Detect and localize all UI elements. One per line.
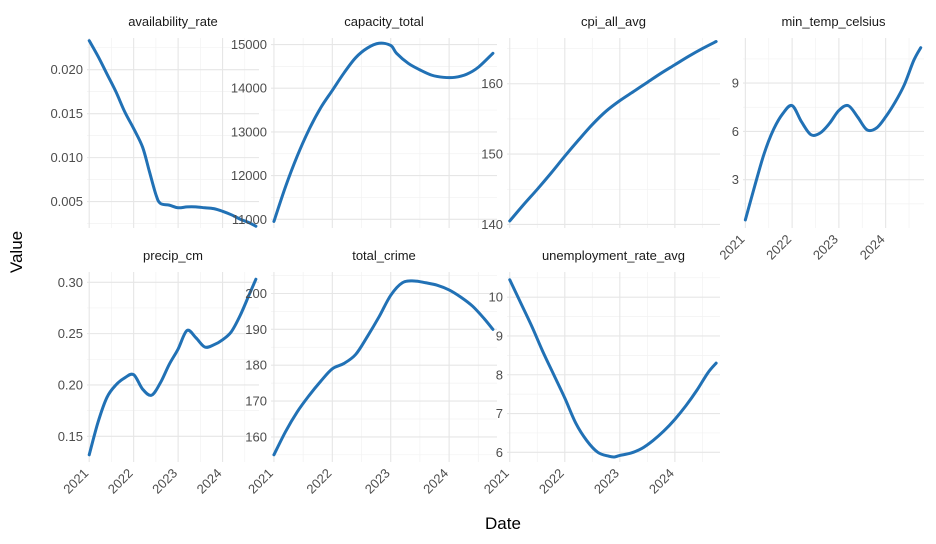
series-line-precip_cm: [87, 277, 258, 457]
x-tick-label: 2022: [303, 466, 334, 497]
x-tick-label: 2022: [536, 466, 567, 497]
x-tick-label: 2021: [716, 232, 747, 263]
series-line-total_crime: [272, 279, 495, 457]
chart-panels: 0.005 0.010 0.015 0.020 availability_rate 110…: [50, 14, 924, 497]
x-tick-label: 2023: [362, 466, 393, 497]
y-tick-label: 3: [732, 172, 739, 187]
y-tick-label: 10: [489, 290, 503, 305]
y-tick-label: 0.20: [58, 377, 83, 392]
x-tick-label: 2023: [810, 232, 841, 263]
facet-title: unemployment_rate_avg: [542, 248, 685, 263]
y-tick-label: 0.020: [50, 62, 83, 77]
series-line-unemployment_rate_avg: [508, 278, 718, 459]
y-tick-label: 8: [496, 367, 503, 382]
y-tick-label: 0.010: [50, 150, 83, 165]
y-tick-label: 0.15: [58, 429, 83, 444]
y-tick-label: 170: [245, 394, 267, 409]
y-tick-label: 12000: [231, 168, 267, 183]
x-tick-label: 2022: [763, 232, 794, 263]
y-tick-label: 9: [496, 328, 503, 343]
y-tick-label: 0.015: [50, 106, 83, 121]
series-line-capacity_total: [272, 41, 495, 223]
x-tick-label: 2024: [646, 466, 677, 497]
y-tick-label: 160: [245, 429, 267, 444]
y-tick-label: 0.30: [58, 275, 83, 290]
y-tick-label: 6: [732, 124, 739, 139]
y-tick-label: 15000: [231, 37, 267, 52]
x-tick-label: 2021: [245, 466, 276, 497]
x-tick-label: 2023: [149, 466, 180, 497]
panel-total_crime: 160 170 180 190 200 total_crime 2021 2022 2023 20…: [245, 248, 497, 497]
panel-precip_cm: 0.15 0.20 0.25 0.30 precip_cm 2021 2022 2023 202…: [58, 248, 259, 497]
y-tick-label: 9: [732, 76, 739, 91]
y-tick-label: 14000: [231, 81, 267, 96]
x-axis-title: Date: [485, 514, 521, 533]
y-tick-label: 140: [481, 217, 503, 232]
facet-title: precip_cm: [143, 248, 203, 263]
panel-unemployment_rate_avg: 6 7 8 9 10 unemployment_rate_avg 2021 2022 2023 2…: [481, 248, 720, 497]
y-tick-label: 0.25: [58, 326, 83, 341]
y-tick-label: 13000: [231, 124, 267, 139]
y-tick-label: 150: [481, 147, 503, 162]
x-tick-label: 2024: [857, 232, 888, 263]
panel-capacity_total: 11000 12000 13000 14000 15000 capacity_total: [231, 14, 497, 228]
x-tick-label: 2024: [194, 466, 225, 497]
panel-availability_rate: 0.005 0.010 0.015 0.020 availability_rate: [50, 14, 259, 228]
facet-title: availability_rate: [128, 14, 218, 29]
y-tick-label: 180: [245, 358, 267, 373]
y-tick-label: 11000: [232, 212, 267, 227]
facet-title: capacity_total: [344, 14, 424, 29]
y-tick-label: 200: [245, 286, 267, 301]
x-tick-label: 2023: [591, 466, 622, 497]
x-tick-label: 2021: [60, 466, 91, 497]
y-tick-label: 0.005: [50, 194, 83, 209]
x-tick-label: 2024: [420, 466, 451, 497]
x-tick-label: 2022: [105, 466, 136, 497]
series-line-cpi_all_avg: [508, 40, 718, 223]
facet-title: cpi_all_avg: [581, 14, 646, 29]
y-tick-label: 190: [245, 322, 267, 337]
y-tick-label: 6: [496, 445, 503, 460]
facet-title: min_temp_celsius: [781, 14, 886, 29]
series-line-min_temp_celsius: [743, 46, 923, 222]
series-line-availability_rate: [87, 39, 258, 228]
panel-min_temp_celsius: 3 6 9 min_temp_celsius 2021 2022 2023 2024: [716, 14, 924, 263]
y-tick-label: 7: [496, 406, 503, 421]
y-axis-title: Value: [7, 231, 26, 273]
y-tick-label: 160: [481, 76, 503, 91]
facet-title: total_crime: [352, 248, 416, 263]
panel-cpi_all_avg: 140 150 160 cpi_all_avg: [481, 14, 720, 232]
x-tick-label: 2021: [481, 466, 512, 497]
